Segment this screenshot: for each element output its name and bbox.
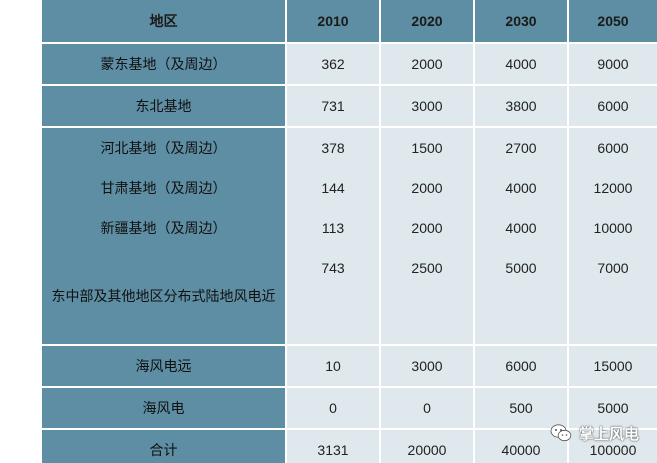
value-cell: 3800 xyxy=(474,84,569,127)
region-cell-text: 东中部及其他地区分布式陆地风电近 xyxy=(51,288,276,304)
region-cell: 合计 xyxy=(42,428,287,463)
region-cell: 河北基地（及周边） xyxy=(42,126,287,168)
value-cell: 500 xyxy=(474,386,569,429)
value-cell: 2000 xyxy=(380,168,475,208)
table-row: 蒙东基地（及周边） 362 2000 4000 9000 xyxy=(42,43,657,85)
table-row: 东北基地 731 3000 3800 6000 xyxy=(42,84,657,127)
value-cell: 743 xyxy=(286,248,381,345)
value-cell: 0 xyxy=(380,386,475,429)
value-cell: 40000 xyxy=(474,428,569,463)
region-cell: 东北基地 xyxy=(42,84,287,127)
value-cell: 362 xyxy=(286,43,381,85)
table-row: 新疆基地（及周边） 113 2000 4000 10000 xyxy=(42,208,657,248)
region-cell: 海风电远 xyxy=(42,344,287,387)
value-cell: 3000 xyxy=(380,84,475,127)
value-cell: 4000 xyxy=(474,168,569,208)
value-cell: 2000 xyxy=(380,208,475,248)
value-cell: 20000 xyxy=(380,428,475,463)
region-cell: 新疆基地（及周边） xyxy=(42,208,287,248)
table-row: 合计 3131 20000 40000 100000 xyxy=(42,428,657,463)
value-cell: 5000 xyxy=(474,248,569,345)
region-cell: 海风电 xyxy=(42,386,287,429)
header-year-2050: 2050 xyxy=(568,0,657,44)
table-row: 甘肃基地（及周边） 144 2000 4000 12000 xyxy=(42,168,657,208)
value-cell: 144 xyxy=(286,168,381,208)
value-cell: 100000 xyxy=(568,428,657,463)
table-header-row: 地区 2010 2020 2030 2050 xyxy=(42,0,657,44)
value-cell: 6000 xyxy=(568,126,657,168)
value-cell: 12000 xyxy=(568,168,657,208)
value-cell: 731 xyxy=(286,84,381,127)
wind-power-table-container: 地区 2010 2020 2030 2050 蒙东基地（及周边） 362 200… xyxy=(42,0,657,463)
watermark-text: 掌上风电 xyxy=(578,425,639,443)
region-cell: 蒙东基地（及周边） xyxy=(42,43,287,85)
value-cell: 4000 xyxy=(474,43,569,85)
value-cell: 4000 xyxy=(474,208,569,248)
value-cell: 378 xyxy=(286,126,381,168)
value-cell: 9000 xyxy=(568,43,657,85)
wind-power-table: 地区 2010 2020 2030 2050 蒙东基地（及周边） 362 200… xyxy=(42,0,657,463)
value-cell: 10000 xyxy=(568,208,657,248)
table-row: 东中部及其他地区分布式陆地风电近 743 2500 5000 7000 xyxy=(42,248,657,345)
value-cell: 6000 xyxy=(474,344,569,387)
value-cell: 113 xyxy=(286,208,381,248)
wechat-watermark: 掌上风电 xyxy=(549,417,639,449)
header-year-2020: 2020 xyxy=(380,0,475,44)
header-region: 地区 xyxy=(42,0,287,44)
header-year-2030: 2030 xyxy=(474,0,569,44)
table-row: 海风电远 10 3000 6000 15000 xyxy=(42,344,657,387)
value-cell: 2500 xyxy=(380,248,475,345)
value-cell: 5000 xyxy=(568,386,657,429)
value-cell: 2000 xyxy=(380,43,475,85)
value-cell: 6000 xyxy=(568,84,657,127)
value-cell: 0 xyxy=(286,386,381,429)
region-cell: 东中部及其他地区分布式陆地风电近 xyxy=(42,248,287,345)
wechat-icon xyxy=(550,424,572,442)
table-row: 海风电 0 0 500 5000 xyxy=(42,386,657,429)
value-cell: 7000 xyxy=(568,248,657,345)
header-year-2010: 2010 xyxy=(286,0,381,44)
value-cell: 10 xyxy=(286,344,381,387)
table-row: 河北基地（及周边） 378 1500 2700 6000 xyxy=(42,126,657,168)
value-cell: 2700 xyxy=(474,126,569,168)
value-cell: 3000 xyxy=(380,344,475,387)
region-cell: 甘肃基地（及周边） xyxy=(42,168,287,208)
value-cell: 1500 xyxy=(380,126,475,168)
value-cell: 15000 xyxy=(568,344,657,387)
value-cell: 3131 xyxy=(286,428,381,463)
